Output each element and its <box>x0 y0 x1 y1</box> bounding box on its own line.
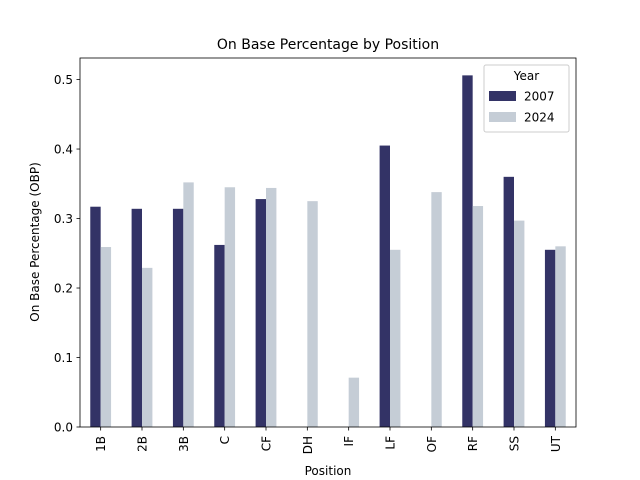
bar-2024-2B <box>142 267 153 427</box>
x-tick-label: CF <box>260 436 274 451</box>
bar-2007-CF <box>255 199 266 427</box>
bar-2007-SS <box>503 176 514 427</box>
axes-frame <box>79 57 577 428</box>
bar-2007-1B <box>90 206 101 427</box>
x-tick-label: IF <box>342 436 356 447</box>
x-tick-label: UT <box>549 435 563 452</box>
legend-label-2024: 2024 <box>524 111 555 125</box>
bar-2007-UT <box>544 249 556 427</box>
y-tick-label: 0.5 <box>54 73 73 87</box>
bar-2024-3B <box>183 182 194 427</box>
legend-swatch-2024 <box>489 112 516 122</box>
bar-2024-UT <box>555 246 566 427</box>
bar-2024-OF <box>431 192 442 427</box>
bar-2007-C <box>214 244 225 427</box>
bar-2024-1B <box>100 247 112 427</box>
x-tick-label: 1B <box>94 436 108 452</box>
bar-2024-CF <box>266 187 277 427</box>
y-tick-label: 0.2 <box>54 282 73 296</box>
x-tick-label: SS <box>508 436 522 451</box>
bar-2024-IF <box>348 377 360 427</box>
bar-2007-2B <box>131 208 142 427</box>
x-tick-label: RF <box>466 436 480 451</box>
legend-title: Year <box>513 69 539 83</box>
bar-2024-LF <box>390 249 401 427</box>
y-tick-label: 0.1 <box>54 351 73 365</box>
x-axis-label: Position <box>305 464 352 478</box>
legend: Year 2007 2024 <box>483 64 570 133</box>
x-tick-label: OF <box>425 436 439 452</box>
y-axis-label: On Base Percentage (OBP) <box>28 162 42 322</box>
y-tick-label: 0.0 <box>54 421 73 435</box>
y-tick-label: 0.3 <box>54 212 73 226</box>
bar-2007-3B <box>172 208 184 427</box>
bar-2007-LF <box>379 145 390 427</box>
x-tick-label: 2B <box>136 436 150 452</box>
x-tick-label: C <box>218 436 232 444</box>
bar-2024-C <box>224 187 236 427</box>
bar-2024-RF <box>472 206 484 427</box>
x-tick-label: 3B <box>177 436 191 452</box>
y-tick-label: 0.4 <box>54 143 73 157</box>
bar-2024-SS <box>514 220 525 427</box>
legend-swatch-2007 <box>489 91 516 101</box>
bar-2007-RF <box>462 75 473 428</box>
plot-area: 0.0 0.1 0.2 0.3 0.4 0.5 1B 2B 3B C CF DH IF LF OF RF SS U… <box>54 57 577 454</box>
bar-2024-DH <box>307 201 318 427</box>
x-tick-label: DH <box>301 436 315 454</box>
legend-label-2007: 2007 <box>524 90 555 104</box>
chart-title: On Base Percentage by Position <box>217 37 439 53</box>
x-tick-label: LF <box>384 436 398 450</box>
